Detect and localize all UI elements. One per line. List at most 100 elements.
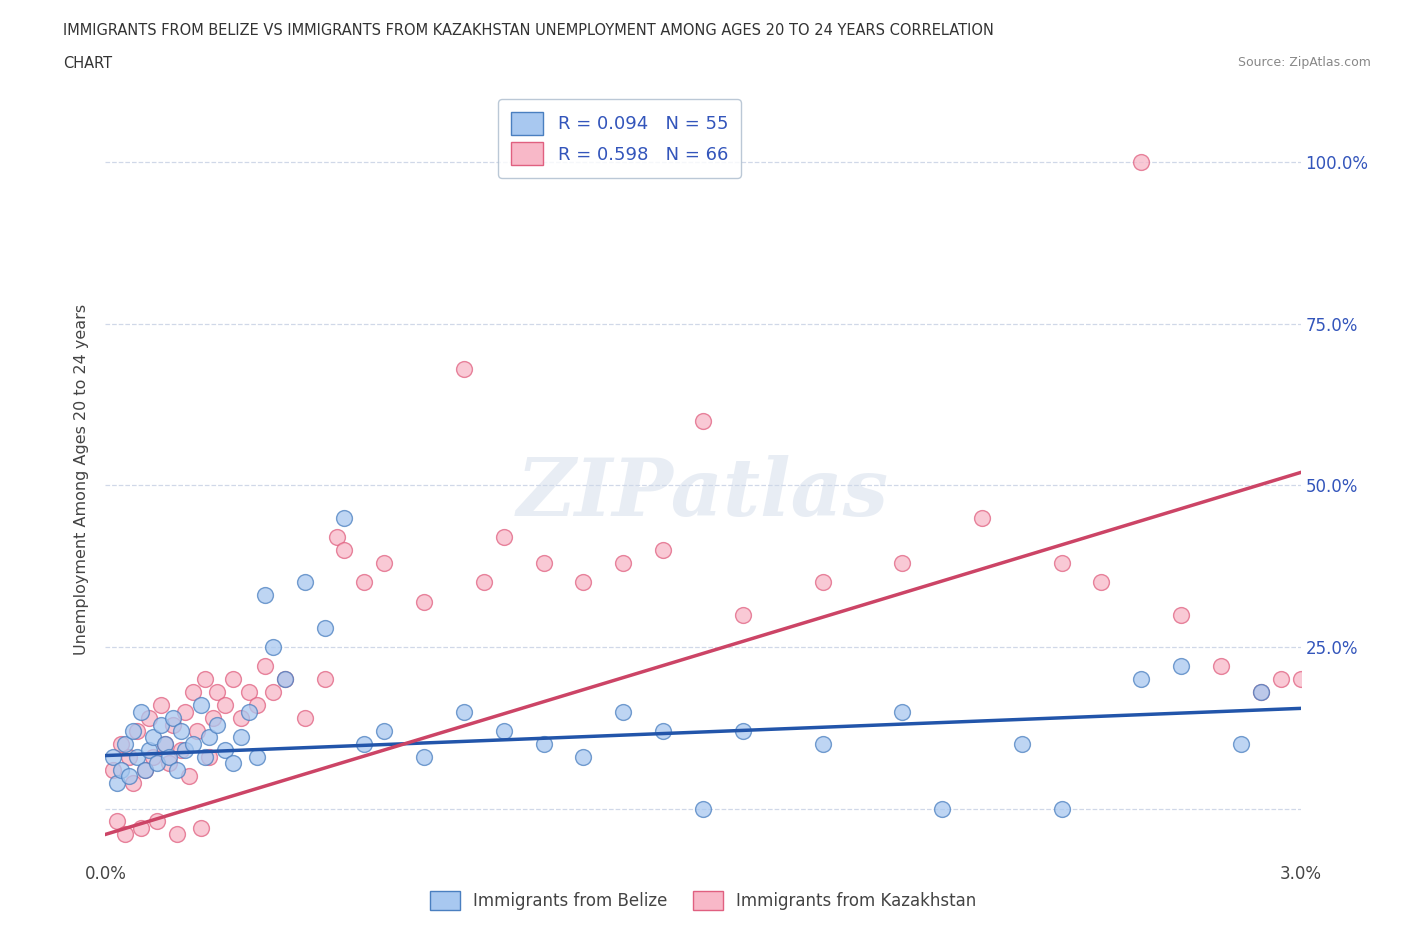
Y-axis label: Unemployment Among Ages 20 to 24 years: Unemployment Among Ages 20 to 24 years bbox=[75, 303, 90, 655]
Point bbox=[142, 730, 165, 745]
Legend: R = 0.094   N = 55, R = 0.598   N = 66: R = 0.094 N = 55, R = 0.598 N = 66 bbox=[498, 100, 741, 178]
Point bbox=[162, 711, 184, 725]
Point bbox=[110, 763, 132, 777]
Point bbox=[612, 555, 634, 570]
Point bbox=[692, 801, 714, 816]
Point bbox=[253, 588, 276, 603]
Point bbox=[891, 555, 914, 570]
Point bbox=[262, 684, 284, 699]
Point bbox=[170, 724, 193, 738]
Point bbox=[198, 750, 221, 764]
Point bbox=[174, 704, 197, 719]
Point bbox=[177, 769, 201, 784]
Point bbox=[1329, 659, 1351, 674]
Point bbox=[1050, 801, 1073, 816]
Point bbox=[118, 769, 141, 784]
Point bbox=[262, 640, 284, 655]
Point bbox=[129, 704, 153, 719]
Point bbox=[238, 684, 260, 699]
Point bbox=[214, 743, 236, 758]
Point bbox=[222, 671, 245, 686]
Point bbox=[194, 671, 217, 686]
Point bbox=[103, 750, 125, 764]
Point bbox=[174, 743, 197, 758]
Point bbox=[157, 756, 180, 771]
Text: CHART: CHART bbox=[63, 56, 112, 71]
Point bbox=[1350, 671, 1372, 686]
Point bbox=[811, 575, 834, 590]
Point bbox=[214, 698, 236, 712]
Point bbox=[129, 820, 153, 835]
Point bbox=[202, 711, 225, 725]
Point bbox=[652, 724, 675, 738]
Point bbox=[166, 827, 188, 842]
Point bbox=[453, 704, 475, 719]
Point bbox=[146, 756, 169, 771]
Point bbox=[127, 724, 149, 738]
Point bbox=[142, 750, 165, 764]
Point bbox=[413, 594, 436, 609]
Point bbox=[205, 684, 228, 699]
Point bbox=[325, 530, 347, 545]
Point bbox=[229, 730, 252, 745]
Point bbox=[153, 737, 177, 751]
Point bbox=[253, 659, 276, 674]
Point bbox=[153, 737, 177, 751]
Point bbox=[492, 724, 515, 738]
Point bbox=[246, 750, 269, 764]
Point bbox=[146, 814, 169, 829]
Point bbox=[353, 575, 375, 590]
Point bbox=[107, 814, 129, 829]
Point bbox=[205, 717, 228, 732]
Point bbox=[122, 776, 145, 790]
Point bbox=[1309, 684, 1331, 699]
Point bbox=[652, 542, 675, 557]
Point bbox=[134, 763, 156, 777]
Point bbox=[107, 776, 129, 790]
Point bbox=[373, 555, 395, 570]
Point bbox=[122, 724, 145, 738]
Point bbox=[157, 750, 180, 764]
Point bbox=[1289, 671, 1312, 686]
Text: Source: ZipAtlas.com: Source: ZipAtlas.com bbox=[1237, 56, 1371, 69]
Point bbox=[353, 737, 375, 751]
Point bbox=[731, 607, 754, 622]
Point bbox=[811, 737, 834, 751]
Point bbox=[1090, 575, 1112, 590]
Point bbox=[181, 684, 204, 699]
Point bbox=[294, 711, 316, 725]
Point bbox=[572, 750, 595, 764]
Point bbox=[114, 827, 136, 842]
Point bbox=[692, 413, 714, 428]
Point bbox=[273, 671, 295, 686]
Point bbox=[138, 711, 160, 725]
Point bbox=[238, 704, 260, 719]
Point bbox=[181, 737, 204, 751]
Point bbox=[1170, 659, 1192, 674]
Point bbox=[118, 750, 141, 764]
Point bbox=[229, 711, 252, 725]
Point bbox=[533, 737, 555, 751]
Point bbox=[1229, 737, 1253, 751]
Point bbox=[114, 737, 136, 751]
Point bbox=[186, 724, 208, 738]
Point bbox=[170, 743, 193, 758]
Point bbox=[1130, 671, 1153, 686]
Point bbox=[162, 717, 184, 732]
Point bbox=[1011, 737, 1033, 751]
Point bbox=[612, 704, 634, 719]
Point bbox=[138, 743, 160, 758]
Point bbox=[127, 750, 149, 764]
Point bbox=[134, 763, 156, 777]
Point bbox=[533, 555, 555, 570]
Point bbox=[1250, 684, 1272, 699]
Point bbox=[572, 575, 595, 590]
Point bbox=[198, 730, 221, 745]
Point bbox=[1209, 659, 1232, 674]
Point bbox=[453, 362, 475, 377]
Point bbox=[246, 698, 269, 712]
Point bbox=[970, 511, 993, 525]
Point bbox=[333, 542, 356, 557]
Point bbox=[731, 724, 754, 738]
Point bbox=[294, 575, 316, 590]
